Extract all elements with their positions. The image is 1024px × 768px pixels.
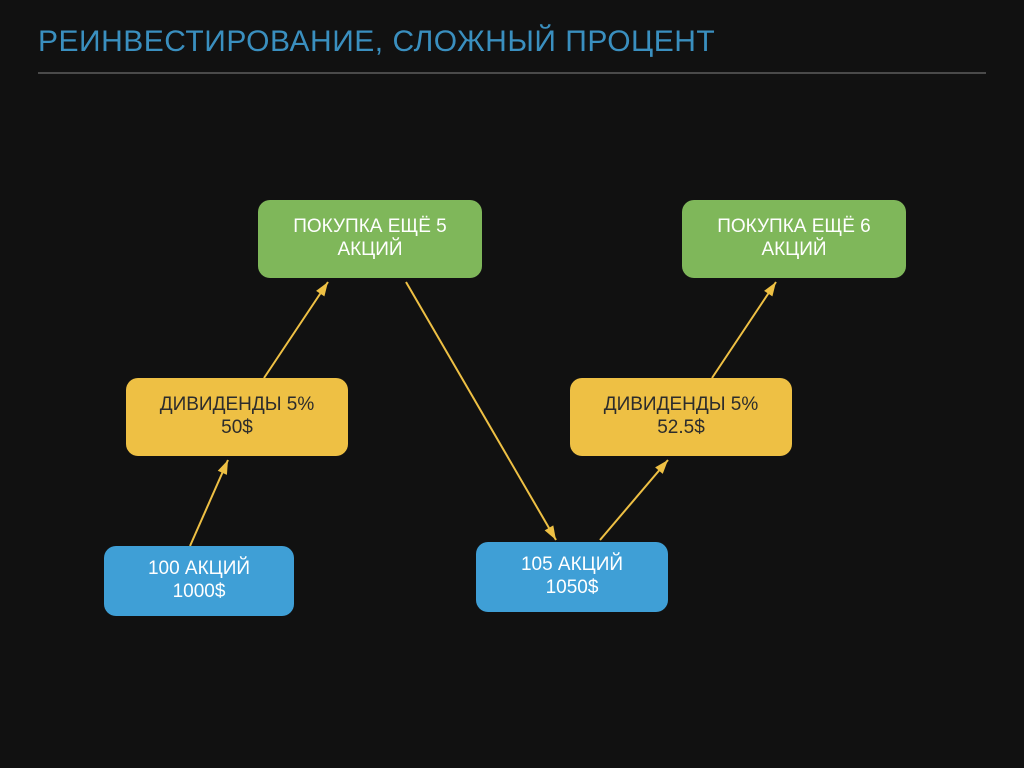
node-line1: ПОКУПКА ЕЩЁ 5: [293, 216, 446, 239]
node-line2: 52.5$: [604, 417, 759, 440]
node-line2: 50$: [160, 417, 315, 440]
node-div2: ДИВИДЕНДЫ 5%52.5$: [570, 378, 792, 456]
arrow: [712, 282, 776, 378]
slide-title: РЕИНВЕСТИРОВАНИЕ, СЛОЖНЫЙ ПРОЦЕНТ: [38, 25, 715, 59]
node-line1: ДИВИДЕНДЫ 5%: [160, 394, 315, 417]
node-line1: ПОКУПКА ЕЩЁ 6: [717, 216, 870, 239]
node-div1: ДИВИДЕНДЫ 5%50$: [126, 378, 348, 456]
node-buy2: ПОКУПКА ЕЩЁ 6АКЦИЙ: [682, 200, 906, 278]
node-line2: АКЦИЙ: [717, 239, 870, 262]
slide: РЕИНВЕСТИРОВАНИЕ, СЛОЖНЫЙ ПРОЦЕНТ 100 АК…: [0, 0, 1024, 768]
node-line1: 100 АКЦИЙ: [148, 558, 250, 581]
node-line2: 1000$: [148, 581, 250, 604]
node-line1: 105 АКЦИЙ: [521, 554, 623, 577]
node-stocks2: 105 АКЦИЙ1050$: [476, 542, 668, 612]
node-line2: АКЦИЙ: [293, 239, 446, 262]
node-buy1: ПОКУПКА ЕЩЁ 5АКЦИЙ: [258, 200, 482, 278]
node-line1: ДИВИДЕНДЫ 5%: [604, 394, 759, 417]
arrow: [190, 460, 228, 546]
title-underline: [38, 72, 986, 74]
node-line2: 1050$: [521, 577, 623, 600]
node-stocks1: 100 АКЦИЙ1000$: [104, 546, 294, 616]
arrow: [264, 282, 328, 378]
arrow: [600, 460, 668, 540]
arrow: [406, 282, 556, 540]
